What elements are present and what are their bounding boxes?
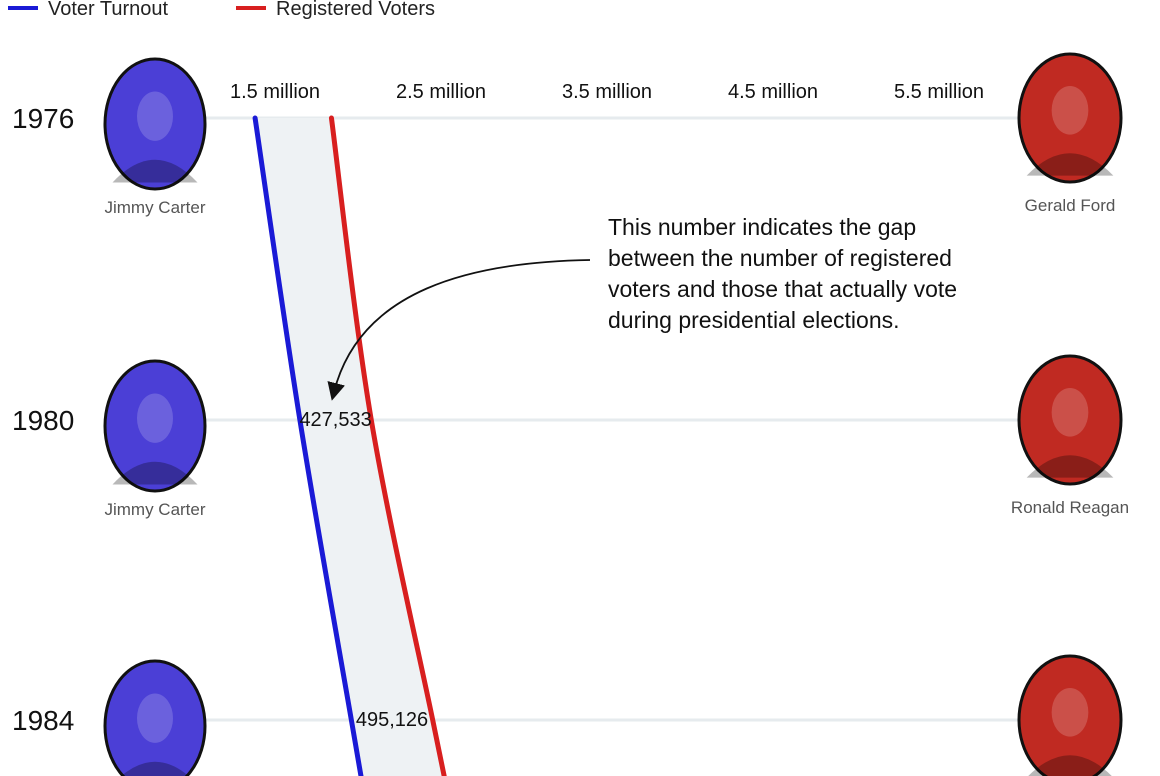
right-candidate-portrait (1017, 654, 1123, 776)
x-tick-label: 3.5 million (562, 81, 652, 103)
annotation-line-1: This number indicates the gap (608, 214, 916, 240)
left-candidate-name: Jimmy Carter (104, 198, 205, 217)
x-tick-label: 1.5 million (230, 81, 320, 103)
annotation-line-2: between the number of registered (608, 245, 952, 271)
right-candidate-name: Ronald Reagan (1011, 498, 1129, 517)
gap-band (255, 118, 445, 776)
year-label-1984: 1984 (12, 705, 74, 736)
x-tick-label: 2.5 million (396, 81, 486, 103)
annotation-line-3: voters and those that actually vote (608, 276, 957, 302)
series-line-voter-turnout (252, 115, 364, 776)
annotation-line-4: during presidential elections. (608, 307, 900, 333)
x-axis-ticks: 1.5 million 2.5 million 3.5 million 4.5 mil… (230, 81, 984, 103)
gap-value-label-1984: 495,126 (356, 709, 428, 731)
x-tick-label: 5.5 million (894, 81, 984, 103)
legend: Voter Turnout Registered Voters (8, 0, 435, 20)
year-label-1980: 1980 (12, 405, 74, 436)
right-candidate-portrait (1017, 52, 1123, 184)
left-candidate-portrait (103, 659, 207, 776)
gap-annotation: This number indicates the gap between th… (327, 214, 957, 401)
year-label-1976: 1976 (12, 103, 74, 134)
left-candidate-portrait (103, 57, 207, 191)
x-tick-label: 4.5 million (728, 81, 818, 103)
right-candidate-name: Gerald Ford (1025, 196, 1116, 215)
legend-label-registered: Registered Voters (276, 0, 435, 20)
left-candidate-name: Jimmy Carter (104, 500, 205, 519)
gap-value-label-1980: 427,533 (299, 409, 371, 431)
annotation-arrow (327, 259, 591, 401)
legend-label-turnout: Voter Turnout (48, 0, 169, 20)
year-rows: 1976 Jimmy Carter Gerald Ford 1980 Jimmy Car… (12, 52, 1129, 776)
right-candidate-portrait (1017, 354, 1123, 486)
left-candidate-portrait (103, 359, 207, 493)
series-line-registered-voters (328, 115, 447, 776)
